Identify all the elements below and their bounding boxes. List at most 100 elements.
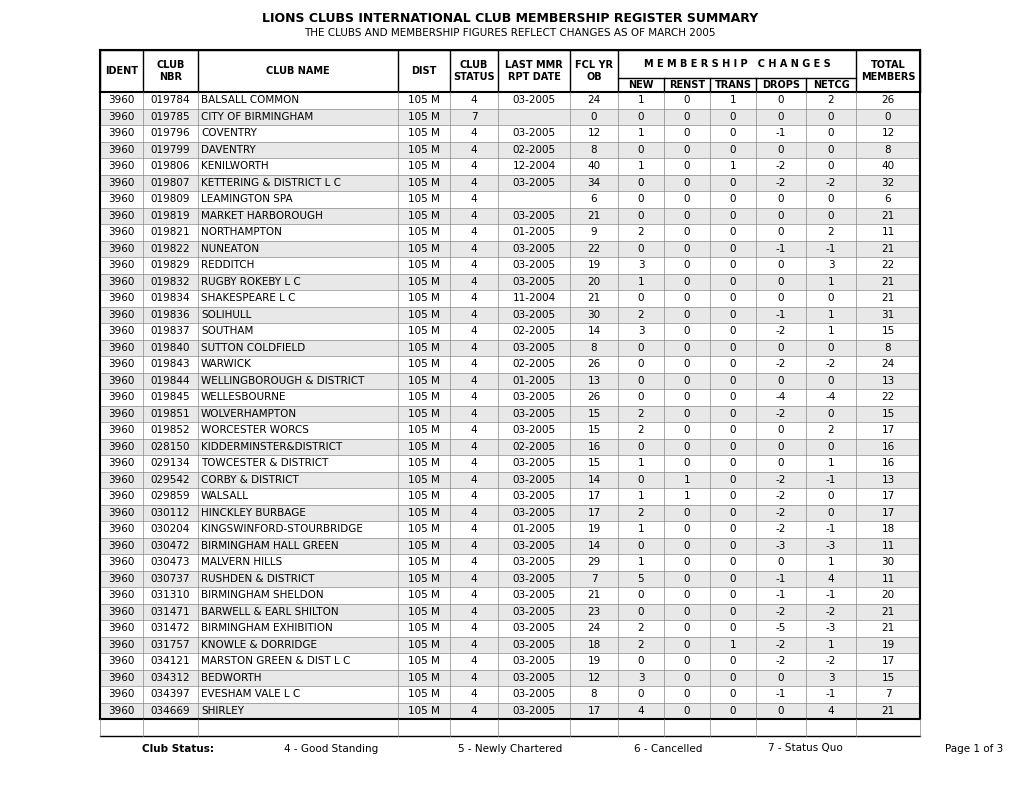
Text: 4: 4 — [470, 310, 477, 320]
Text: 0: 0 — [827, 128, 834, 138]
Text: 13: 13 — [880, 376, 894, 386]
Text: 03-2005: 03-2005 — [512, 607, 555, 617]
Text: 0: 0 — [729, 491, 736, 501]
Text: CLUB
STATUS: CLUB STATUS — [452, 60, 494, 82]
Text: 21: 21 — [587, 293, 600, 303]
Text: 105 M: 105 M — [408, 409, 439, 418]
Text: -2: -2 — [825, 359, 836, 370]
Text: 019785: 019785 — [151, 112, 191, 122]
Text: 03-2005: 03-2005 — [512, 491, 555, 501]
Text: BIRMINGHAM SHELDON: BIRMINGHAM SHELDON — [201, 590, 323, 600]
Text: -2: -2 — [775, 507, 786, 518]
Text: 0: 0 — [729, 178, 736, 188]
Text: 1: 1 — [826, 557, 834, 567]
Text: 3960: 3960 — [108, 178, 135, 188]
Text: 3960: 3960 — [108, 656, 135, 666]
Bar — [100, 389, 919, 406]
Text: 0: 0 — [683, 210, 690, 221]
Text: 3960: 3960 — [108, 195, 135, 204]
Text: -1: -1 — [775, 590, 786, 600]
Text: SHIRLEY: SHIRLEY — [201, 706, 244, 716]
Text: 0: 0 — [827, 195, 834, 204]
Text: 031757: 031757 — [151, 640, 191, 650]
Text: 24: 24 — [880, 359, 894, 370]
Text: 0: 0 — [729, 392, 736, 402]
Text: 3960: 3960 — [108, 623, 135, 634]
Text: -2: -2 — [775, 326, 786, 336]
Text: 105 M: 105 M — [408, 574, 439, 584]
Text: 4: 4 — [470, 623, 477, 634]
Text: 0: 0 — [729, 243, 736, 254]
Text: THE CLUBS AND MEMBERSHIP FIGURES REFLECT CHANGES AS OF MARCH 2005: THE CLUBS AND MEMBERSHIP FIGURES REFLECT… — [304, 28, 715, 38]
Text: 4: 4 — [470, 673, 477, 682]
Text: KIDDERMINSTER&DISTRICT: KIDDERMINSTER&DISTRICT — [201, 442, 342, 452]
Text: 0: 0 — [729, 673, 736, 682]
Text: 4: 4 — [470, 459, 477, 468]
Bar — [100, 174, 919, 191]
Text: 24: 24 — [587, 623, 600, 634]
Text: 0: 0 — [827, 491, 834, 501]
Text: 16: 16 — [880, 459, 894, 468]
Text: 1: 1 — [637, 491, 644, 501]
Text: 18: 18 — [587, 640, 600, 650]
Text: 030737: 030737 — [151, 574, 191, 584]
Text: SUTTON COLDFIELD: SUTTON COLDFIELD — [201, 343, 305, 353]
Text: 0: 0 — [827, 112, 834, 122]
Text: 031472: 031472 — [151, 623, 191, 634]
Text: 105 M: 105 M — [408, 112, 439, 122]
Text: DIST: DIST — [411, 66, 436, 76]
Text: 0: 0 — [637, 343, 644, 353]
Text: 029134: 029134 — [151, 459, 191, 468]
Text: 3960: 3960 — [108, 541, 135, 551]
Text: 4: 4 — [470, 524, 477, 534]
Text: 0: 0 — [637, 474, 644, 485]
Text: 0: 0 — [637, 210, 644, 221]
Text: 8: 8 — [590, 690, 597, 699]
Text: 3960: 3960 — [108, 607, 135, 617]
Text: TRANS: TRANS — [713, 80, 751, 90]
Text: 0: 0 — [637, 607, 644, 617]
Text: 3: 3 — [637, 673, 644, 682]
Bar — [100, 92, 919, 109]
Text: 02-2005: 02-2005 — [512, 359, 555, 370]
Text: MARKET HARBOROUGH: MARKET HARBOROUGH — [201, 210, 323, 221]
Text: 34: 34 — [587, 178, 600, 188]
Text: 105 M: 105 M — [408, 162, 439, 171]
Text: -2: -2 — [775, 178, 786, 188]
Text: 21: 21 — [880, 293, 894, 303]
Text: TOTAL
MEMBERS: TOTAL MEMBERS — [860, 60, 914, 82]
Text: 5 - Newly Chartered: 5 - Newly Chartered — [458, 744, 561, 753]
Text: 105 M: 105 M — [408, 178, 439, 188]
Text: 0: 0 — [637, 195, 644, 204]
Text: 16: 16 — [880, 442, 894, 452]
Text: 3960: 3960 — [108, 343, 135, 353]
Text: 03-2005: 03-2005 — [512, 574, 555, 584]
Text: 030112: 030112 — [151, 507, 191, 518]
Text: 0: 0 — [729, 607, 736, 617]
Text: EVESHAM VALE L C: EVESHAM VALE L C — [201, 690, 300, 699]
Text: 3960: 3960 — [108, 162, 135, 171]
Text: 11: 11 — [880, 541, 894, 551]
Text: 4: 4 — [470, 359, 477, 370]
Text: 03-2005: 03-2005 — [512, 690, 555, 699]
Bar — [100, 307, 919, 323]
Text: 11: 11 — [880, 574, 894, 584]
Text: 21: 21 — [587, 590, 600, 600]
Text: 3: 3 — [637, 326, 644, 336]
Text: 105 M: 105 M — [408, 557, 439, 567]
Text: 3960: 3960 — [108, 673, 135, 682]
Text: 0: 0 — [883, 112, 891, 122]
Text: 2: 2 — [826, 95, 834, 106]
Text: 019821: 019821 — [151, 227, 191, 237]
Text: LAST MMR
RPT DATE: LAST MMR RPT DATE — [504, 60, 562, 82]
Text: 4: 4 — [470, 541, 477, 551]
Text: 2: 2 — [637, 426, 644, 435]
Text: 4: 4 — [470, 442, 477, 452]
Text: CLUB NAME: CLUB NAME — [266, 66, 329, 76]
Text: -2: -2 — [775, 491, 786, 501]
Text: 3960: 3960 — [108, 243, 135, 254]
Text: 0: 0 — [683, 145, 690, 154]
Text: -2: -2 — [775, 474, 786, 485]
Text: 0: 0 — [777, 95, 784, 106]
Text: 03-2005: 03-2005 — [512, 474, 555, 485]
